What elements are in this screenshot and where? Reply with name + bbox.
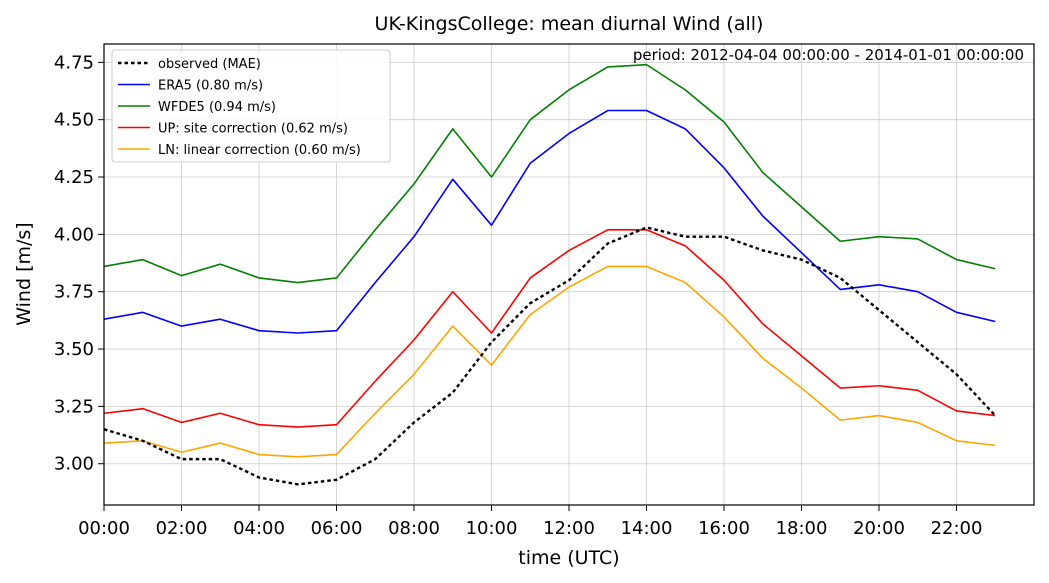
x-tick-label: 12:00: [543, 518, 595, 539]
x-tick-label: 10:00: [466, 518, 518, 539]
series-line-0: [103, 226, 997, 486]
y-tick-label: 4.00: [54, 224, 94, 245]
x-tick-label: 06:00: [311, 518, 363, 539]
y-tick-label: 3.25: [54, 396, 94, 417]
legend: observed (MAE) ERA5 (0.80 m/s) WFDE5 (0.94…: [111, 49, 391, 163]
x-axis-label: time (UTC): [518, 547, 619, 569]
series-line-1: [103, 109, 996, 334]
y-tick-label: 3.75: [54, 282, 94, 303]
y-tick-label: 3.50: [54, 339, 94, 360]
legend-label: UP: site correction (0.62 m/s): [158, 122, 348, 137]
y-tick-label: 4.25: [54, 167, 94, 188]
grid-lines: [103, 44, 1034, 505]
legend-box: [111, 49, 391, 163]
y-axis-label: Wind [m/s]: [13, 222, 35, 325]
period-label: period: 2012-04-04 00:00:00 - 2014-01-01…: [633, 46, 1024, 64]
x-axis-ticks: 00:00 02:00 04:00 06:00 08:00 10:00 12:00 14:00…: [78, 505, 982, 539]
series-line-3: [103, 228, 996, 428]
series-layer: [103, 63, 997, 486]
x-tick-label: 08:00: [388, 518, 440, 539]
x-tick-label: 14:00: [621, 518, 673, 539]
y-axis-ticks: 3.00 3.25 3.50 3.75 4.00 4.25 4.50 4.75: [54, 52, 104, 475]
x-tick-label: 18:00: [776, 518, 828, 539]
y-tick-label: 4.75: [54, 52, 94, 73]
x-tick-label: 22:00: [931, 518, 983, 539]
legend-label: observed (MAE): [158, 57, 261, 72]
legend-label: ERA5 (0.80 m/s): [158, 79, 263, 94]
x-tick-label: 04:00: [233, 518, 285, 539]
x-tick-label: 20:00: [853, 518, 905, 539]
legend-label: WFDE5 (0.94 m/s): [158, 100, 276, 115]
y-tick-label: 3.00: [54, 454, 94, 475]
series-line-2: [103, 63, 996, 284]
legend-label: LN: linear correction (0.60 m/s): [158, 143, 361, 158]
chart-title: UK-KingsCollege: mean diurnal Wind (all): [375, 13, 764, 35]
x-tick-label: 00:00: [78, 518, 130, 539]
x-tick-label: 16:00: [698, 518, 750, 539]
series-line-4: [103, 265, 996, 458]
x-tick-label: 02:00: [156, 518, 208, 539]
y-tick-label: 4.50: [54, 110, 94, 131]
